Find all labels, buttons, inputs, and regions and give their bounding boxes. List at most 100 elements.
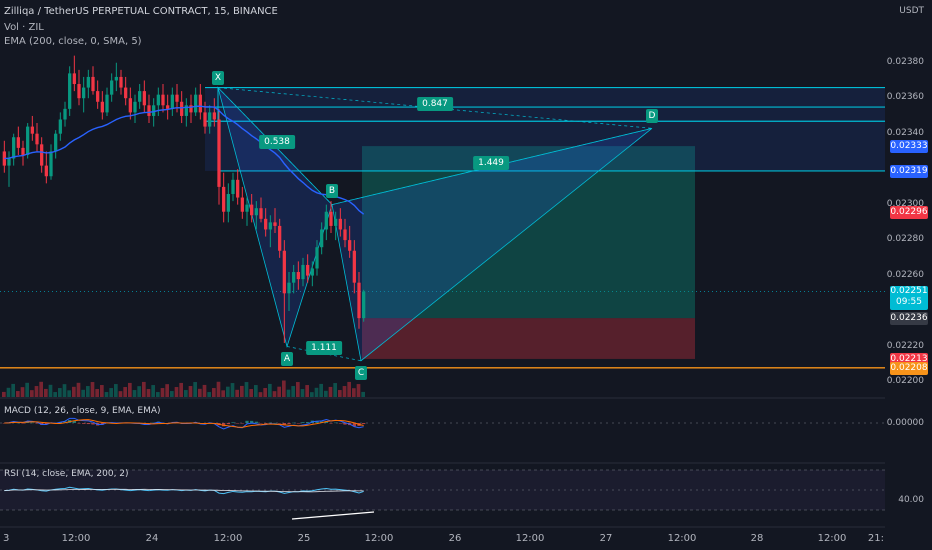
candle-body (324, 211, 328, 230)
volume-bar (282, 380, 286, 397)
macd-label[interactable]: MACD (12, 26, close, 9, EMA, EMA) (4, 406, 161, 416)
pattern-ratio: 0.538 (259, 135, 295, 149)
volume-bar (352, 388, 356, 397)
volume-bar (142, 381, 146, 397)
time-tick: 12:00 (515, 533, 545, 544)
price-tick: 0.02360 (886, 92, 924, 103)
time-tick: 27 (599, 533, 613, 544)
time-tick: 28 (750, 533, 764, 544)
volume-bar (160, 388, 165, 397)
price-tag: 0.02333 (890, 140, 928, 154)
candle-body (231, 179, 235, 194)
macd-histogram-bar (152, 422, 156, 424)
macd-histogram-bar (259, 423, 263, 424)
macd-histogram-bar (343, 423, 347, 425)
macd-histogram-bar (273, 422, 277, 424)
volume-bar (188, 386, 193, 397)
volume-bar (34, 386, 39, 397)
candle-body (147, 105, 151, 116)
volume-bar (53, 392, 57, 397)
volume-bar (361, 391, 365, 397)
candle-body (12, 137, 16, 159)
candle-body (208, 112, 212, 127)
volume-bar (170, 391, 174, 397)
macd-histogram-bar (35, 423, 39, 424)
macd-histogram-bar (30, 422, 34, 424)
candle-body (77, 84, 81, 99)
candle-body (198, 94, 202, 113)
candle-body (91, 76, 95, 92)
macd-histogram-bar (236, 423, 240, 424)
pattern-ratio: 0.847 (417, 97, 453, 111)
macd-histogram-bar (306, 422, 310, 423)
volume-bar (244, 382, 249, 397)
volume-bar (11, 383, 15, 397)
candle-body (306, 264, 310, 276)
volume-bar (104, 392, 109, 397)
volume-bar (137, 386, 141, 397)
macd-zero-tick: 0.00000 (886, 418, 924, 428)
candle-body (142, 91, 146, 106)
rsi-divergence-line (291, 511, 375, 520)
volume-bar (230, 383, 235, 397)
volume-bar (16, 391, 20, 397)
volume-bar (221, 390, 225, 397)
volume-bar (118, 391, 123, 397)
volume-bar (291, 386, 295, 397)
rsi-line (4, 486, 364, 495)
candle-body (156, 94, 160, 106)
volume-bar (193, 382, 197, 397)
rsi-band (0, 470, 885, 510)
volume-bar (44, 388, 48, 397)
macd-histogram-bar (82, 423, 86, 424)
candle-body (184, 105, 188, 116)
price-tick: 0.02340 (886, 127, 924, 138)
candle-body (357, 282, 361, 319)
candle-body (254, 208, 258, 216)
candle-body (310, 268, 314, 276)
macd-histogram-bar (362, 423, 366, 425)
macd-histogram-bar (100, 423, 104, 425)
candle-body (119, 76, 123, 88)
macd-histogram-bar (21, 423, 25, 424)
candle-body (292, 272, 296, 283)
volume-bar (58, 388, 62, 397)
price-tick: 0.02280 (886, 234, 924, 245)
volume-bar (268, 383, 272, 397)
macd-histogram-bar (268, 422, 272, 424)
volume-bar (30, 390, 34, 397)
volume-label[interactable]: Vol · ZIL (4, 22, 44, 33)
currency-label: USDT (899, 6, 924, 16)
volume-bar (184, 390, 188, 397)
volume-bar (146, 389, 151, 397)
macd-histogram-bar (296, 423, 300, 424)
volume-bar (123, 387, 127, 397)
macd-histogram-bar (86, 423, 90, 425)
candle-body (7, 158, 11, 166)
price-tick: 0.02300 (886, 198, 924, 209)
volume-bar (254, 385, 258, 397)
macd-histogram-bar (26, 422, 30, 423)
symbol-title: Zilliqa / TetherUS PERPETUAL CONTRACT, 1… (4, 6, 278, 17)
macd-histogram-bar (254, 421, 258, 423)
ema-label[interactable]: EMA (200, close, 0, SMA, 5) (4, 36, 142, 47)
candle-body (175, 94, 179, 102)
macd-histogram-bar (315, 420, 319, 423)
volume-bar (132, 390, 137, 397)
candle-body (217, 119, 221, 187)
candle-body (138, 91, 142, 102)
candle-body (212, 112, 216, 120)
candle-body (343, 229, 347, 241)
candle-body (296, 272, 300, 280)
volume-bar (100, 385, 104, 397)
rsi-label[interactable]: RSI (14, close, EMA, 200, 2) (4, 469, 129, 479)
candle-body (222, 186, 226, 212)
volume-bar (198, 388, 202, 397)
candle-body (189, 105, 193, 113)
macd-histogram-bar (77, 423, 81, 424)
volume-bar (272, 391, 277, 397)
candle-body (124, 87, 128, 99)
rsi-ma-line (4, 488, 364, 493)
